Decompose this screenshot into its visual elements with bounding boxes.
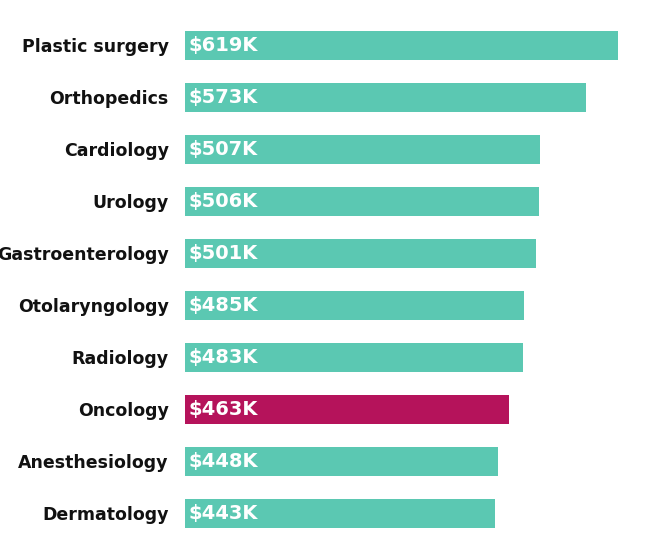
Bar [185,187,539,216]
Bar [185,31,618,60]
Text: $443K: $443K [189,504,258,523]
Bar [185,499,495,528]
Text: $619K: $619K [189,36,258,55]
Bar [185,447,498,476]
Text: $573K: $573K [189,88,258,107]
Text: $506K: $506K [189,192,258,211]
Text: $501K: $501K [189,244,258,263]
Bar [185,135,540,164]
Text: $463K: $463K [189,400,258,419]
Text: $483K: $483K [189,348,258,367]
Bar [185,291,524,320]
Text: $485K: $485K [189,296,259,315]
Bar [185,343,523,372]
Bar [185,83,586,112]
Text: $507K: $507K [189,140,258,159]
Bar [185,239,535,268]
Text: $448K: $448K [189,452,259,471]
Bar [185,395,509,424]
